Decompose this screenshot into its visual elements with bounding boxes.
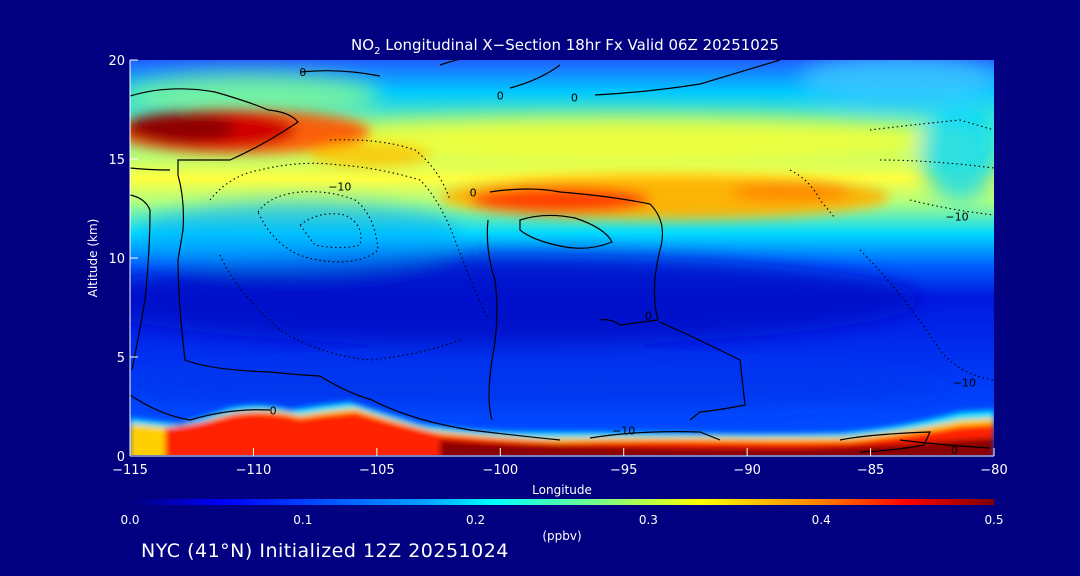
- contour-label: 0: [571, 92, 578, 105]
- colorbar-tick-label: 0.4: [812, 513, 831, 527]
- x-tick-label: −95: [610, 463, 637, 478]
- x-tick-label: −85: [857, 463, 884, 478]
- y-axis-label: Altitude (km): [86, 219, 100, 298]
- contour-label: 0: [645, 309, 652, 322]
- x-tick-label: −115: [112, 463, 148, 478]
- y-axis: 0 5 10 15 20: [108, 54, 138, 465]
- contour-lines: [130, 60, 991, 453]
- x-axis-label: Longitude: [532, 483, 592, 497]
- contour-label: 0: [951, 444, 958, 457]
- colorbar-tick-label: 0.0: [120, 513, 139, 527]
- contour-label: −10: [328, 181, 351, 194]
- contour-labels: 0 0 −10 0 0 0 −10 0 −10 −10 0: [270, 66, 976, 457]
- chart-title: NO2 Longitudinal X−Section 18hr Fx Valid…: [351, 36, 779, 57]
- y-tick-label: 10: [108, 252, 125, 267]
- colorbar-unit: (ppbv): [542, 529, 581, 543]
- x-axis: −115 −110 −105 −100 −95 −90 −85 −80: [112, 448, 1008, 478]
- contour-label: −10: [953, 377, 976, 390]
- colorbar-tick-label: 0.2: [466, 513, 485, 527]
- colorbar-tick-label: 0.3: [639, 513, 658, 527]
- contour-dotted: [209, 119, 994, 381]
- x-tick-label: −110: [236, 463, 272, 478]
- contour-label: −10: [612, 424, 635, 437]
- heatmap-field: [130, 60, 994, 455]
- y-tick-label: 15: [108, 153, 125, 168]
- footer-caption: NYC (41°N) Initialized 12Z 20251024: [141, 540, 509, 562]
- x-tick-label: −100: [482, 463, 518, 478]
- contour-label: −10: [945, 210, 968, 223]
- contour-label: 0: [497, 90, 504, 103]
- colorbar-tick-label: 0.5: [984, 513, 1003, 527]
- y-tick-label: 20: [108, 54, 125, 69]
- contour-label: 0: [270, 404, 277, 417]
- contour-label: 0: [299, 66, 306, 79]
- x-tick-label: −80: [980, 463, 1007, 478]
- x-tick-label: −90: [733, 463, 760, 478]
- y-tick-label: 0: [117, 450, 125, 465]
- contour-label: 0: [470, 187, 477, 200]
- x-tick-label: −105: [359, 463, 395, 478]
- colorbar-tick-label: 0.1: [293, 513, 312, 527]
- colorbar: 0.0 0.1 0.2 0.3 0.4 0.5 (ppbv): [120, 499, 1004, 543]
- y-tick-label: 5: [117, 351, 125, 366]
